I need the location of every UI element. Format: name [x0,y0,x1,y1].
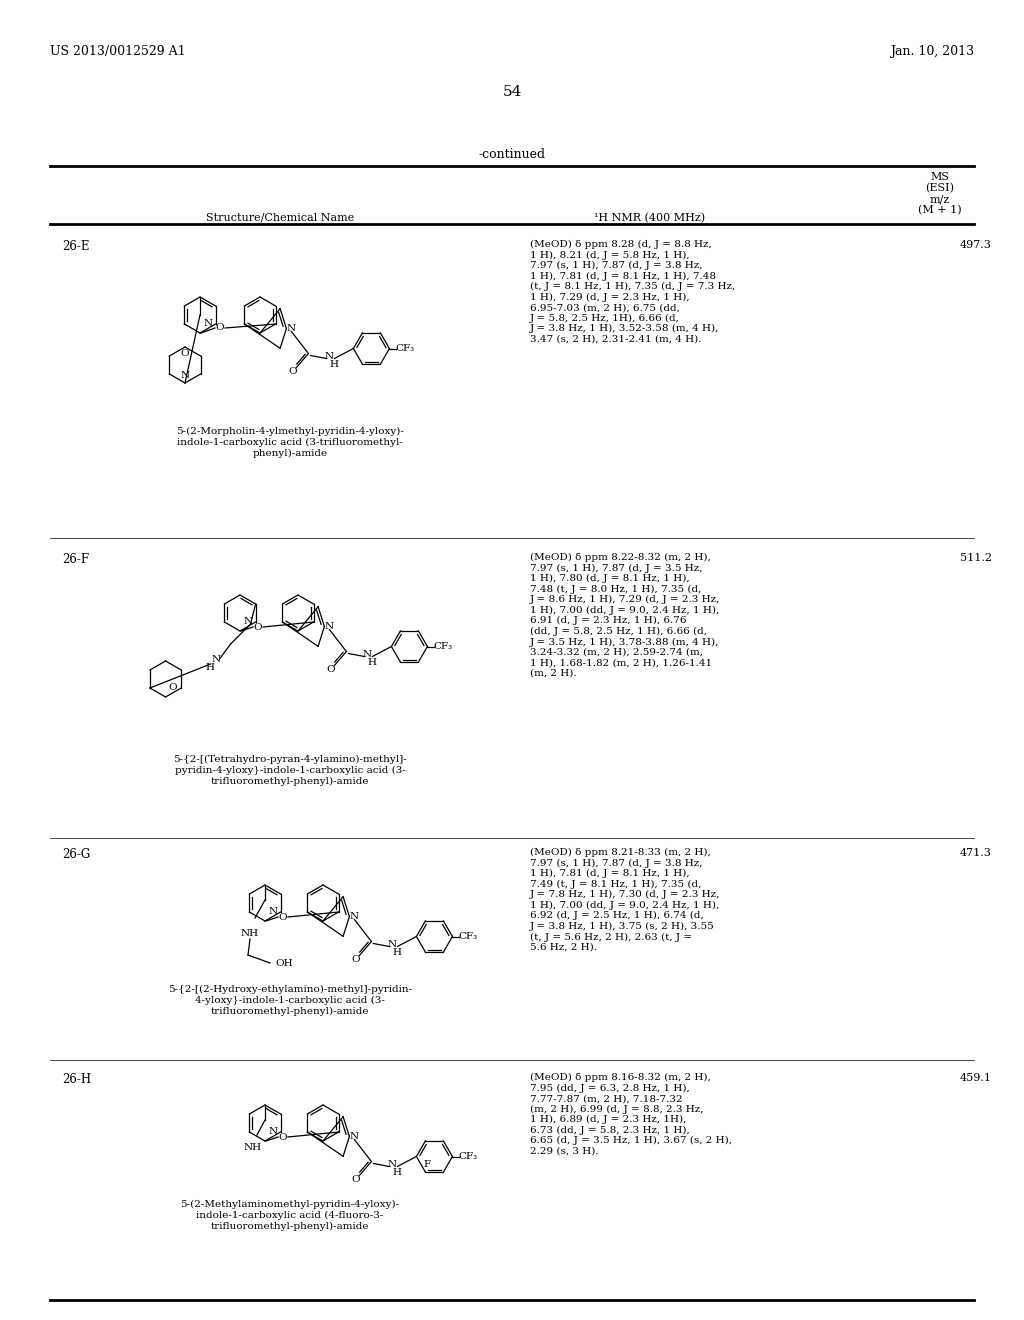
Text: 4-yloxy}-indole-1-carboxylic acid (3-: 4-yloxy}-indole-1-carboxylic acid (3- [195,997,385,1005]
Text: trifluoromethyl-phenyl)-amide: trifluoromethyl-phenyl)-amide [211,1007,370,1016]
Text: US 2013/0012529 A1: US 2013/0012529 A1 [50,45,185,58]
Text: 26-E: 26-E [62,240,89,253]
Text: indole-1-carboxylic acid (4-fluoro-3-: indole-1-carboxylic acid (4-fluoro-3- [197,1210,384,1220]
Text: NH: NH [244,1143,262,1152]
Text: 26-F: 26-F [62,553,89,566]
Text: trifluoromethyl-phenyl)-amide: trifluoromethyl-phenyl)-amide [211,777,370,787]
Text: N: N [203,319,212,329]
Text: 497.3: 497.3 [961,240,992,249]
Text: N: N [325,622,334,631]
Text: N: N [388,940,397,949]
Text: (ESI): (ESI) [926,183,954,193]
Text: 5-{2-[(Tetrahydro-pyran-4-ylamino)-methyl]-: 5-{2-[(Tetrahydro-pyran-4-ylamino)-methy… [173,755,407,764]
Text: (MeOD) δ ppm 8.16-8.32 (m, 2 H),
7.95 (dd, J = 6.3, 2.8 Hz, 1 H),
7.77-7.87 (m, : (MeOD) δ ppm 8.16-8.32 (m, 2 H), 7.95 (d… [530,1073,732,1156]
Text: 5-{2-[(2-Hydroxy-ethylamino)-methyl]-pyridin-: 5-{2-[(2-Hydroxy-ethylamino)-methyl]-pyr… [168,985,412,994]
Text: N: N [350,1133,359,1140]
Text: CF₃: CF₃ [459,1152,478,1162]
Text: N: N [268,1127,278,1137]
Text: O: O [351,1175,359,1184]
Text: ¹H NMR (400 MHz): ¹H NMR (400 MHz) [595,213,706,223]
Text: O: O [180,350,189,359]
Text: CF₃: CF₃ [434,642,453,651]
Text: N: N [268,908,278,916]
Text: Structure/Chemical Name: Structure/Chemical Name [206,213,354,223]
Text: F: F [424,1159,431,1168]
Text: OH: OH [275,958,293,968]
Text: N: N [180,371,189,380]
Text: O: O [279,1133,288,1142]
Text: O: O [326,665,335,675]
Text: 459.1: 459.1 [961,1073,992,1082]
Text: 471.3: 471.3 [961,847,992,858]
Text: H: H [393,948,401,957]
Text: trifluoromethyl-phenyl)-amide: trifluoromethyl-phenyl)-amide [211,1222,370,1232]
Text: NH: NH [241,928,259,937]
Text: N: N [362,649,372,659]
Text: MS: MS [931,172,949,182]
Text: 54: 54 [503,84,521,99]
Text: pyridin-4-yloxy}-indole-1-carboxylic acid (3-: pyridin-4-yloxy}-indole-1-carboxylic aci… [174,766,406,775]
Text: 5-(2-Methylaminomethyl-pyridin-4-yloxy)-: 5-(2-Methylaminomethyl-pyridin-4-yloxy)- [180,1200,399,1209]
Text: O: O [288,367,297,376]
Text: indole-1-carboxylic acid (3-trifluoromethyl-: indole-1-carboxylic acid (3-trifluoromet… [177,438,402,447]
Text: CF₃: CF₃ [396,345,415,352]
Text: 26-H: 26-H [62,1073,91,1086]
Text: N: N [243,618,252,627]
Text: CF₃: CF₃ [459,932,478,941]
Text: (MeOD) δ ppm 8.22-8.32 (m, 2 H),
7.97 (s, 1 H), 7.87 (d, J = 3.5 Hz,
1 H), 7.80 : (MeOD) δ ppm 8.22-8.32 (m, 2 H), 7.97 (s… [530,553,720,677]
Text: H: H [330,360,339,370]
Text: N: N [350,912,359,921]
Text: N: N [287,323,296,333]
Text: N: N [388,1160,397,1170]
Text: H: H [368,657,377,667]
Text: (M + 1): (M + 1) [919,205,962,215]
Text: 511.2: 511.2 [961,553,992,564]
Text: O: O [169,684,177,693]
Text: N: N [211,655,220,664]
Text: -continued: -continued [478,148,546,161]
Text: O: O [216,323,224,333]
Text: phenyl)-amide: phenyl)-amide [253,449,328,458]
Text: O: O [351,954,359,964]
Text: H: H [393,1168,401,1177]
Text: N: N [325,352,334,360]
Text: 5-(2-Morpholin-4-ylmethyl-pyridin-4-yloxy)-: 5-(2-Morpholin-4-ylmethyl-pyridin-4-ylox… [176,426,403,436]
Text: (MeOD) δ ppm 8.21-8.33 (m, 2 H),
7.97 (s, 1 H), 7.87 (d, J = 3.8 Hz,
1 H), 7.81 : (MeOD) δ ppm 8.21-8.33 (m, 2 H), 7.97 (s… [530,847,720,952]
Text: O: O [254,623,262,631]
Text: m/z: m/z [930,194,950,205]
Text: 26-G: 26-G [62,847,90,861]
Text: H: H [205,663,214,672]
Text: O: O [279,912,288,921]
Text: Jan. 10, 2013: Jan. 10, 2013 [890,45,974,58]
Text: (MeOD) δ ppm 8.28 (d, J = 8.8 Hz,
1 H), 8.21 (d, J = 5.8 Hz, 1 H),
7.97 (s, 1 H): (MeOD) δ ppm 8.28 (d, J = 8.8 Hz, 1 H), … [530,240,735,343]
